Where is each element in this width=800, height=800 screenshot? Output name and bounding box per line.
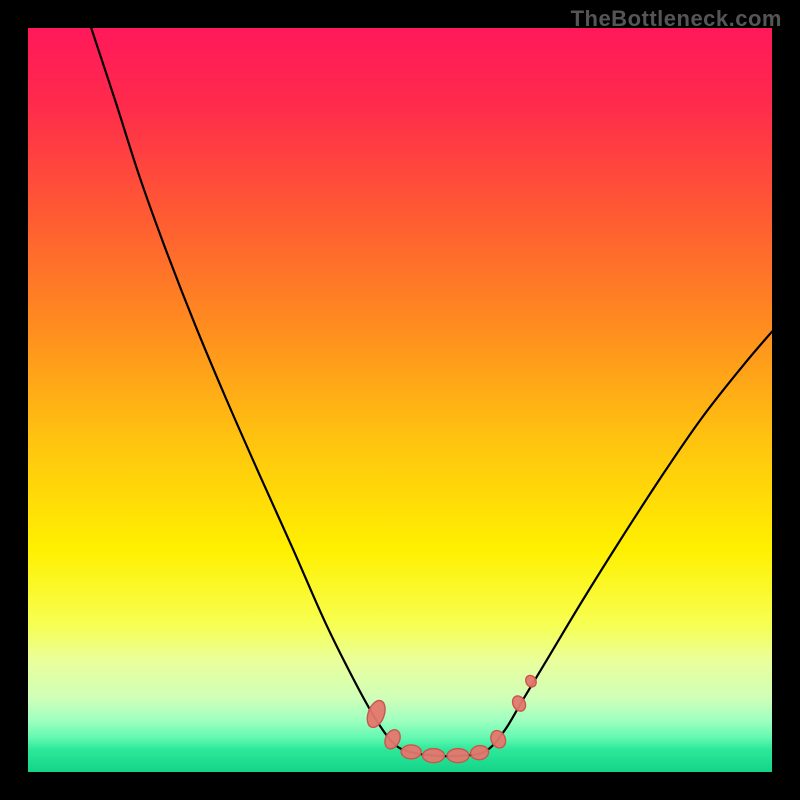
gradient-background [28, 28, 772, 772]
watermark-text: TheBottleneck.com [571, 6, 782, 32]
chart-stage: TheBottleneck.com [0, 0, 800, 800]
